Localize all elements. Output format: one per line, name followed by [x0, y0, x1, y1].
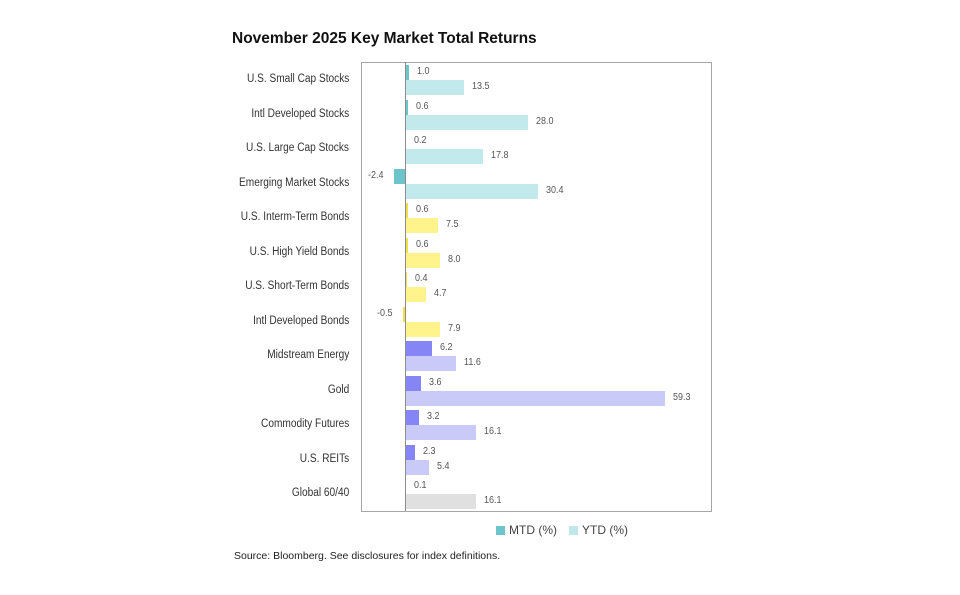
category-label: Intl Developed Bonds	[252, 314, 349, 327]
plot-area	[361, 62, 712, 512]
mtd-value-label: 0.4	[414, 273, 428, 284]
mtd-value-label: 0.6	[415, 238, 429, 250]
category-label: U.S. Interm-Term Bonds	[240, 211, 349, 223]
ytd-value-label: 8.0	[448, 253, 461, 265]
mtd-value-label: 6.2	[440, 342, 453, 353]
ytd-value-label: 28.0	[535, 115, 554, 127]
ytd-bar	[405, 356, 456, 371]
ytd-bar	[405, 287, 426, 302]
category-label: Global 60/40	[291, 487, 349, 499]
mtd-value-label: 3.6	[428, 376, 442, 388]
mtd-bar	[394, 168, 405, 184]
category-label: Intl Developed Stocks	[251, 107, 349, 120]
zero-axis-line	[405, 62, 406, 511]
ytd-bar	[405, 321, 440, 337]
ytd-bar	[405, 459, 429, 475]
mtd-value-label: -0.5	[376, 307, 393, 319]
ytd-value-label: 7.5	[445, 219, 459, 230]
ytd-value-label: 16.1	[483, 426, 502, 437]
ytd-bar	[405, 149, 484, 164]
category-label: U.S. Small Cap Stocks	[246, 73, 349, 85]
ytd-bar	[405, 183, 539, 199]
mtd-value-label: 1.0	[417, 66, 430, 77]
legend-mtd-swatch-icon	[496, 525, 505, 535]
ytd-bar	[405, 218, 438, 233]
mtd-bar	[405, 237, 408, 253]
mtd-value-label: -2.4	[368, 169, 384, 181]
ytd-bar	[405, 114, 528, 130]
mtd-bar	[405, 65, 410, 80]
ytd-bar	[405, 252, 441, 268]
category-label: U.S. Large Cap Stocks	[246, 142, 349, 154]
category-label: Gold	[327, 383, 349, 396]
mtd-bar	[405, 341, 433, 356]
ytd-value-label: 4.7	[433, 288, 447, 299]
mtd-value-label: 0.2	[414, 135, 427, 146]
mtd-value-label: 0.6	[415, 204, 429, 215]
chart-title: November 2025 Key Market Total Returns	[232, 30, 537, 47]
ytd-value-label: 7.9	[447, 322, 461, 334]
mtd-bar	[402, 306, 405, 322]
ytd-bar	[405, 390, 666, 406]
ytd-value-label: 11.6	[463, 357, 481, 368]
legend-mtd-label: MTD (%)	[509, 523, 557, 537]
ytd-bar	[405, 80, 465, 95]
ytd-value-label: 59.3	[673, 391, 691, 403]
category-label: Commodity Futures	[260, 418, 349, 430]
ytd-value-label: 30.4	[546, 184, 564, 196]
legend-ytd-swatch-icon	[569, 525, 578, 535]
category-label: Midstream Energy	[266, 349, 349, 361]
mtd-value-label: 0.6	[415, 100, 429, 112]
category-label: Emerging Market Stocks	[238, 176, 349, 189]
category-label: U.S. High Yield Bonds	[249, 245, 349, 258]
ytd-value-label: 5.4	[436, 460, 450, 472]
mtd-value-label: 2.3	[423, 445, 436, 457]
ytd-bar	[405, 494, 476, 509]
ytd-value-label: 16.1	[483, 495, 502, 506]
mtd-bar	[405, 444, 416, 460]
legend: MTD (%) YTD (%)	[496, 523, 628, 537]
category-label: U.S. REITs	[299, 452, 349, 465]
mtd-value-label: 3.2	[427, 411, 440, 422]
mtd-bar	[405, 99, 408, 115]
ytd-bar	[405, 425, 476, 440]
mtd-bar	[405, 375, 421, 391]
legend-ytd-label: YTD (%)	[582, 523, 628, 537]
source-note: Source: Bloomberg. See disclosures for i…	[234, 550, 501, 562]
ytd-value-label: 17.8	[491, 150, 509, 161]
mtd-bar	[405, 410, 420, 425]
mtd-value-label: 0.1	[414, 480, 427, 491]
category-label: U.S. Short-Term Bonds	[244, 280, 349, 292]
mtd-bar	[405, 203, 408, 218]
ytd-value-label: 13.5	[472, 81, 490, 92]
